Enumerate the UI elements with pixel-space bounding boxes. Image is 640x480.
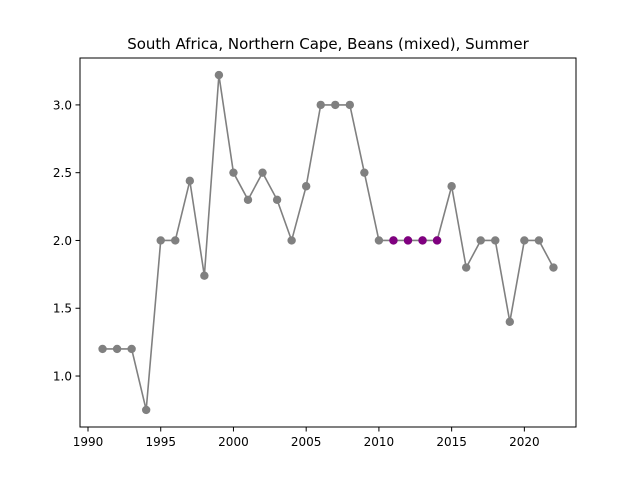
y-tick-label: 2.0 [53,234,72,248]
data-point [491,236,500,245]
data-point [345,100,355,110]
data-point [229,168,238,177]
data-point [360,168,369,177]
highlighted-data-point [418,236,427,245]
data-point [185,176,195,186]
data-point [447,182,456,191]
data-point [374,236,384,245]
data-point [505,317,515,327]
y-axis: 1.0 1.5 2.0 2.5 3.0 [53,98,80,384]
data-point [171,236,180,245]
x-tick-label: 2020 [509,435,540,449]
data-point [331,100,340,110]
data-point [316,100,325,110]
data-point [243,195,253,204]
x-tick-label: 2005 [291,435,322,449]
x-tick-label: 1995 [145,435,176,449]
y-tick-label: 1.5 [53,302,72,316]
x-tick-label: 2000 [218,435,249,449]
data-point [98,344,107,354]
highlighted-data-point [432,236,442,245]
x-axis: 1990 1995 2000 2005 2010 2015 2020 [73,427,540,449]
data-point [156,236,165,245]
axes-frame [79,57,577,428]
data-point [200,271,209,280]
data-point [272,195,282,204]
data-point [112,344,122,354]
data-point [258,168,267,177]
data-point [141,405,151,415]
series-line [102,74,555,411]
data-point [214,70,224,80]
data-point [549,263,558,272]
chart-title: South Africa, Northern Cape, Beans (mixe… [127,35,529,53]
data-point [520,236,529,245]
highlighted-data-point [403,236,413,245]
data-point [534,236,544,245]
y-tick-label: 2.5 [53,166,72,180]
plot-area [98,70,558,415]
data-point [287,236,296,245]
y-tick-label: 3.0 [53,98,72,112]
highlighted-data-point [389,236,398,245]
x-tick-label: 2010 [364,435,395,449]
data-point [476,236,485,245]
y-tick-label: 1.0 [53,370,72,384]
x-tick-label: 2015 [436,435,467,449]
x-tick-label: 1990 [73,435,104,449]
data-point [301,182,311,191]
data-point [461,263,471,272]
data-point [127,344,136,354]
